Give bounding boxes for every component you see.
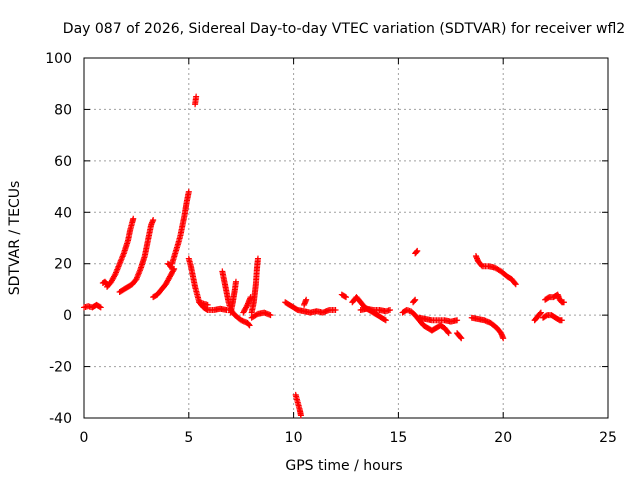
y-tick-label: 0 — [63, 308, 72, 324]
data-point — [444, 329, 451, 336]
x-axis-label: GPS time / hours — [285, 458, 402, 474]
data-point — [332, 307, 339, 313]
y-tick-label: 20 — [54, 257, 72, 273]
grid-lines — [84, 58, 608, 418]
data-point — [232, 278, 239, 285]
chart-title: Day 087 of 2026, Sidereal Day-to-day VTE… — [63, 21, 625, 37]
data-points — [81, 93, 567, 419]
data-point — [511, 280, 518, 287]
data-point — [537, 310, 544, 317]
y-axis-label: SDTVAR / TECUs — [7, 181, 23, 296]
data-point — [413, 248, 420, 255]
data-point — [411, 297, 418, 304]
data-point — [457, 334, 464, 341]
data-point — [168, 264, 175, 271]
x-tick-label: 0 — [80, 430, 89, 446]
data-point — [297, 412, 304, 419]
y-tick-label: -40 — [49, 411, 72, 427]
data-point — [454, 317, 461, 324]
data-point — [558, 317, 565, 324]
data-point — [130, 215, 137, 222]
x-tick-label: 20 — [494, 430, 512, 446]
x-tick-label: 10 — [285, 430, 303, 446]
data-point — [387, 307, 394, 313]
data-point — [254, 255, 261, 262]
data-point — [169, 265, 176, 272]
data-point — [560, 299, 567, 306]
y-tick-label: 60 — [54, 154, 72, 170]
data-point — [150, 217, 157, 223]
data-point — [193, 93, 200, 100]
data-point — [247, 294, 254, 301]
data-point — [500, 335, 507, 342]
data-point — [341, 293, 348, 300]
data-point — [111, 272, 118, 279]
data-point — [412, 296, 419, 303]
axis-ticks: 0 5 10 15 20 25 -40 -20 0 20 40 60 80 100 — [45, 51, 617, 446]
x-tick-label: 25 — [599, 430, 617, 446]
data-point — [97, 304, 104, 311]
data-point — [512, 281, 519, 288]
data-point — [96, 303, 103, 310]
data-point — [246, 322, 253, 329]
y-tick-label: 40 — [54, 205, 72, 221]
data-point — [267, 312, 274, 319]
data-point — [458, 335, 465, 342]
data-point — [245, 321, 252, 328]
data-point — [381, 316, 388, 323]
data-point — [185, 188, 192, 195]
y-tick-label: 80 — [54, 102, 72, 118]
x-tick-label: 15 — [389, 430, 407, 446]
y-tick-label: -20 — [49, 360, 72, 376]
y-tick-label: 100 — [45, 51, 72, 67]
data-point — [537, 309, 544, 316]
data-point — [382, 317, 389, 324]
data-point — [303, 296, 310, 303]
plot-frame — [83, 57, 609, 419]
x-tick-label: 5 — [184, 430, 193, 446]
data-point — [343, 294, 349, 301]
data-point — [445, 330, 452, 337]
data-point — [414, 247, 421, 254]
data-point — [204, 301, 211, 308]
